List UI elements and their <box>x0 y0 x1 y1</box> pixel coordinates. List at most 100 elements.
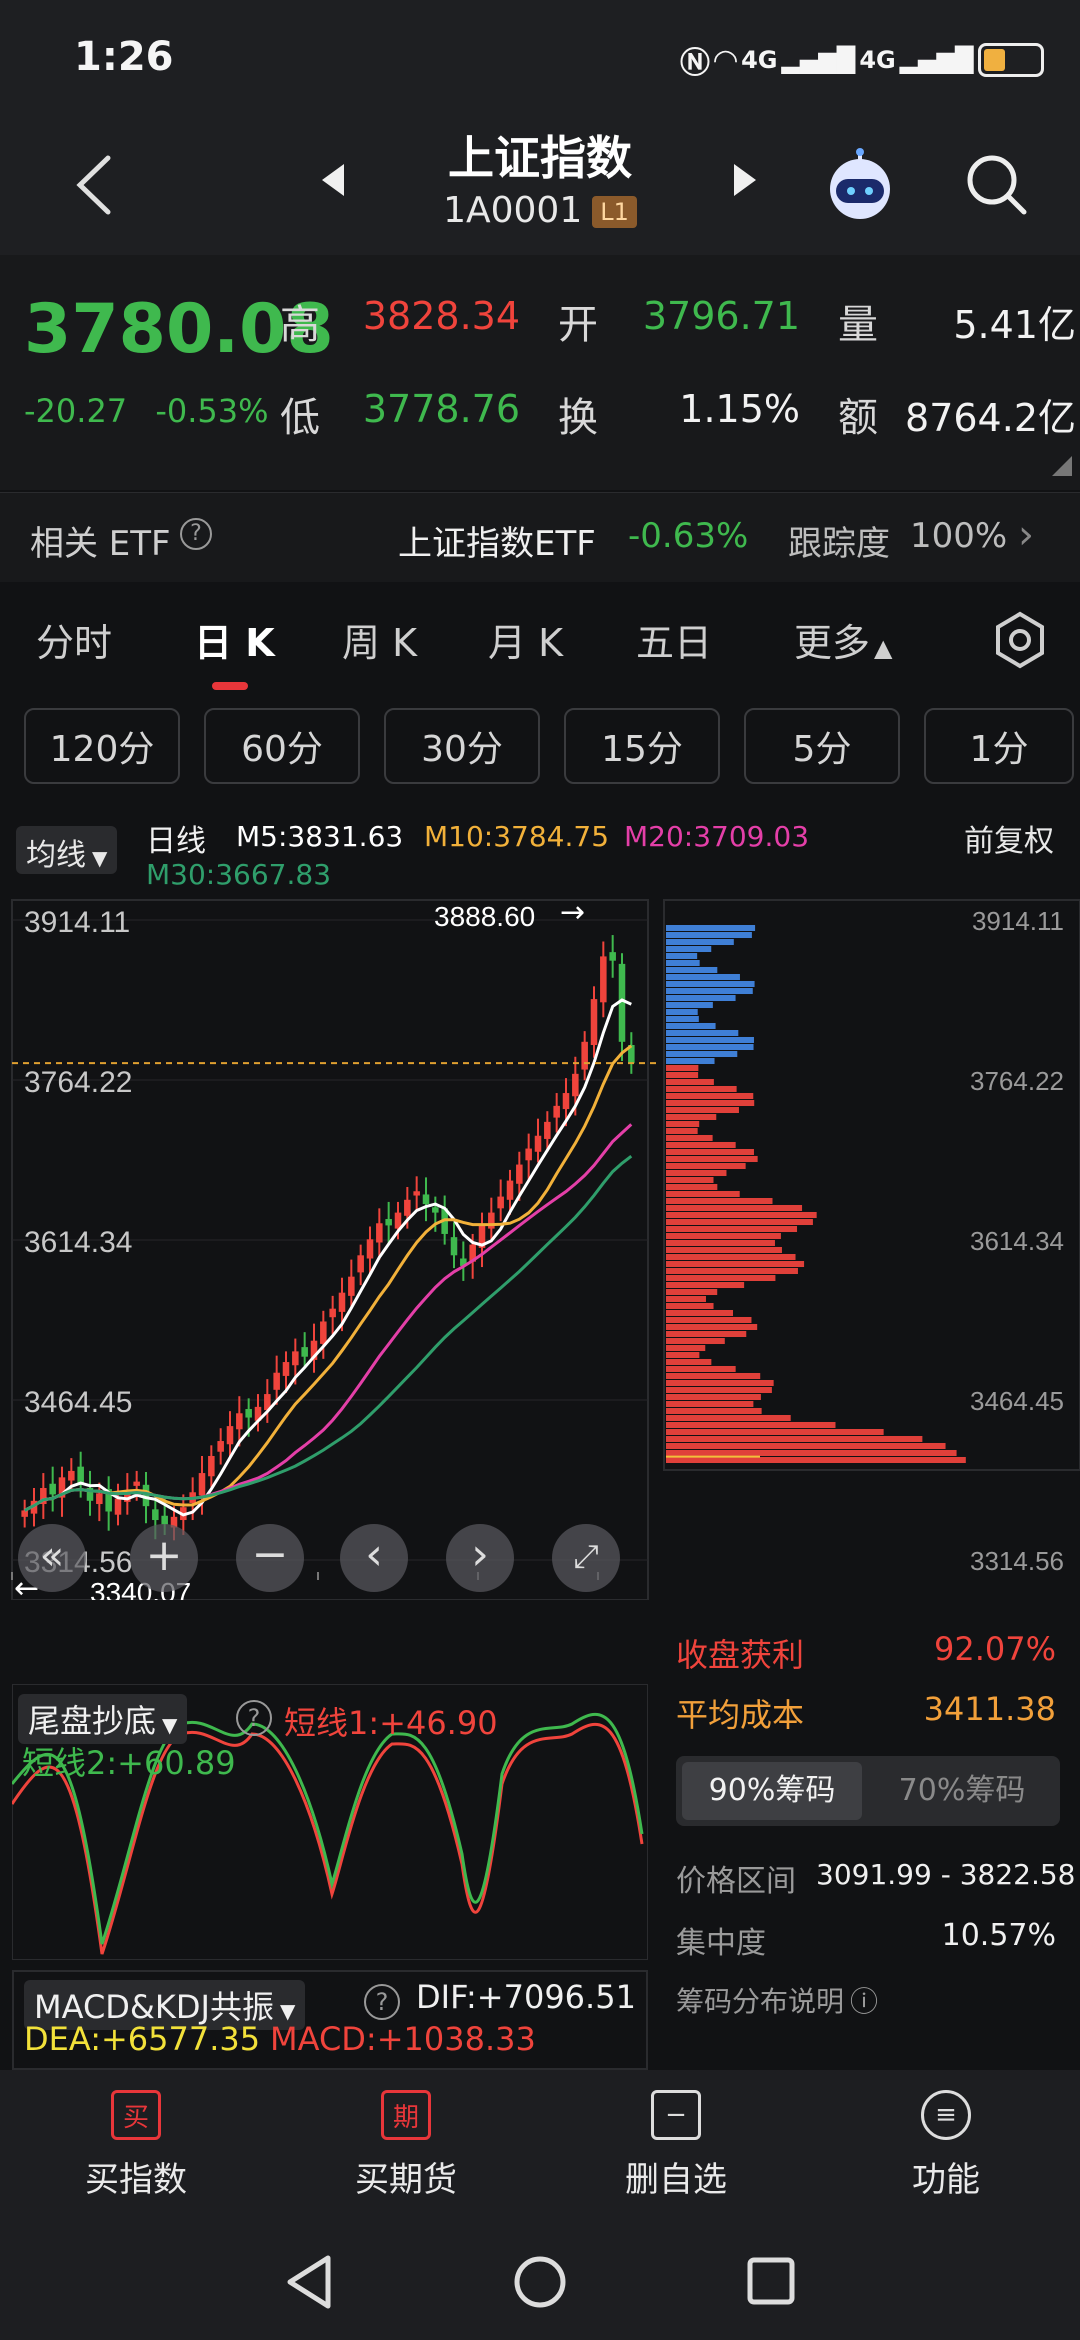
zoom-in-icon[interactable]: + <box>130 1524 198 1592</box>
buy-futures-label: 买期货 <box>355 2160 457 2200</box>
indicator2-help-icon[interactable]: ? <box>364 1984 400 2020</box>
signal1-icon: ▂▄▆█ <box>781 46 856 74</box>
chip-bar <box>666 1429 884 1435</box>
settings-hexagon-icon[interactable] <box>990 610 1050 670</box>
indicator1-help-icon[interactable]: ? <box>236 1700 272 1736</box>
ma30-value: M30:3667.83 <box>146 858 332 891</box>
profit-label: 收盘获利 <box>676 1636 805 1674</box>
candle-body <box>544 1121 551 1139</box>
indicator2-dif: DIF:+7096.51 <box>416 1978 636 2016</box>
chip-70-tab[interactable]: 70%筹码 <box>898 1773 1026 1808</box>
period-60m-button[interactable]: 60分 <box>204 708 360 784</box>
chip-bar <box>666 1289 718 1295</box>
fullscreen-icon[interactable]: ⤢ <box>552 1524 620 1592</box>
period-1m-button[interactable]: 1分 <box>924 708 1074 784</box>
period-5m-button[interactable]: 5分 <box>744 708 900 784</box>
candle-body <box>329 1308 336 1318</box>
chip-bar <box>666 1324 758 1330</box>
period-30m-button[interactable]: 30分 <box>384 708 540 784</box>
indicator1-chart[interactable] <box>12 1684 648 1960</box>
chip-bar <box>666 1107 739 1113</box>
chip-bar <box>666 1387 772 1393</box>
y-tick-left: 3614.34 <box>24 1226 132 1259</box>
chip-bar <box>666 1093 754 1099</box>
tracking-label: 跟踪度 <box>788 524 890 564</box>
candle-body <box>226 1426 234 1445</box>
candle-body <box>86 1488 94 1501</box>
period-15m-button[interactable]: 15分 <box>564 708 720 784</box>
candle-body <box>114 1498 122 1515</box>
nav-recents-icon[interactable] <box>746 2256 796 2306</box>
scroll-left-double-icon[interactable]: « <box>18 1524 86 1592</box>
chip-bar <box>666 1240 775 1246</box>
scroll-right-icon[interactable]: › <box>446 1524 514 1592</box>
candle-body <box>618 963 626 1042</box>
chip-bar <box>666 1366 736 1372</box>
chip-bar <box>666 1100 755 1106</box>
next-stock-icon[interactable] <box>730 160 760 200</box>
search-icon[interactable] <box>962 150 1032 220</box>
adjust-mode[interactable]: 前复权 <box>964 824 1054 859</box>
ma-selector[interactable]: 均线 ▼ <box>16 826 118 874</box>
indicator2-dea: DEA:+6577.35 <box>24 2020 261 2058</box>
chip-bar <box>666 1051 738 1057</box>
candle-body <box>161 1515 168 1525</box>
chip-bar <box>666 1422 836 1428</box>
chip-bar <box>666 1317 752 1323</box>
indicator1-selector[interactable]: 尾盘抄底 ▼ <box>18 1694 188 1744</box>
zoom-out-icon[interactable]: − <box>236 1524 304 1592</box>
candle-body <box>58 1477 66 1498</box>
chip-bar <box>666 1016 699 1022</box>
tab-monthly-k[interactable]: 月 K <box>488 621 563 665</box>
candle-body <box>273 1372 280 1390</box>
chip-90-tab[interactable]: 90%筹码 <box>682 1762 862 1820</box>
chip-bar <box>666 1310 734 1316</box>
ma5-value: M5:3831.63 <box>236 820 404 853</box>
kline-chart[interactable]: 3914.11 3764.22 3614.34 3464.45 3314.56 3914… <box>0 800 1080 1600</box>
functions-button[interactable]: ≡ 功能 <box>846 2090 1046 2201</box>
concentration-value: 10.57% <box>941 1918 1056 1953</box>
chip-explain-link[interactable]: 筹码分布说明 ⓘ <box>676 1980 878 2020</box>
nav-header <box>0 120 1080 255</box>
buy-futures-button[interactable]: 期 买期货 <box>306 2090 506 2201</box>
chip-bar <box>666 1443 946 1449</box>
candle-body <box>68 1470 75 1481</box>
chip-bar <box>666 1184 718 1190</box>
signal2-label: 4G <box>859 46 896 74</box>
battery-icon <box>977 43 1044 77</box>
nav-back-icon[interactable] <box>284 2254 334 2310</box>
tab-daily-k[interactable]: 日 K <box>194 621 275 665</box>
tab-more[interactable]: 更多 ▲ <box>794 612 892 667</box>
indicator2-panel <box>12 1970 648 2070</box>
chip-bar <box>666 1338 725 1344</box>
indicator2-selector[interactable]: MACD&KDJ共振 ▼ <box>24 1980 306 2030</box>
chip-bar <box>666 1331 747 1337</box>
tab-weekly-k[interactable]: 周 K <box>342 621 417 665</box>
back-arrow-icon[interactable] <box>70 150 120 220</box>
caret-up-icon: ▲ <box>874 634 893 662</box>
indicator1-name: 尾盘抄底 <box>28 1702 157 1740</box>
chip-bar <box>666 1226 798 1232</box>
help-icon[interactable]: ? <box>180 518 212 550</box>
period-120m-button[interactable]: 120分 <box>24 708 180 784</box>
chip-bar <box>666 1205 803 1211</box>
candle-body <box>198 1473 206 1496</box>
profit-value: 92.07% <box>933 1630 1056 1668</box>
chip-bar <box>666 960 700 966</box>
buy-index-button[interactable]: 买 买指数 <box>36 2090 236 2201</box>
buy-index-label: 买指数 <box>85 2160 187 2200</box>
tab-intraday[interactable]: 分时 <box>36 621 113 665</box>
prev-stock-icon[interactable] <box>318 160 348 200</box>
remove-watchlist-button[interactable]: − 删自选 <box>576 2090 776 2201</box>
tab-five-day[interactable]: 五日 <box>636 621 713 665</box>
ma20-value: M20:3709.03 <box>624 820 810 853</box>
nav-home-icon[interactable] <box>512 2254 568 2310</box>
chip-bar <box>666 1114 717 1120</box>
robot-assistant-icon[interactable] <box>820 145 900 225</box>
futures-icon: 期 <box>381 2090 431 2140</box>
chip-bar <box>666 1058 715 1064</box>
scroll-left-icon[interactable]: ‹ <box>340 1524 408 1592</box>
chip-distribution-bars <box>666 925 966 1463</box>
chip-bar <box>666 1163 746 1169</box>
candle-body <box>516 1164 523 1184</box>
